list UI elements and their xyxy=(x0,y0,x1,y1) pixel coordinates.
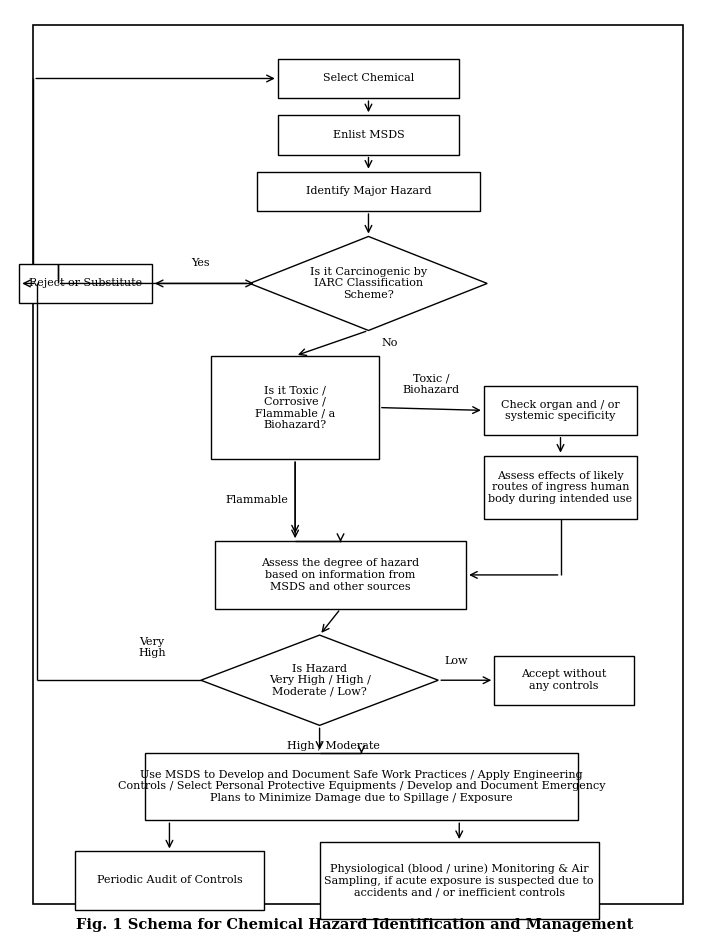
Text: Is it Toxic /
Corrosive /
Flammable / a
Biohazard?: Is it Toxic / Corrosive / Flammable / a … xyxy=(255,385,335,430)
Text: Assess the degree of hazard
based on information from
MSDS and other sources: Assess the degree of hazard based on inf… xyxy=(262,558,420,591)
Bar xyxy=(278,115,459,155)
Text: Select Chemical: Select Chemical xyxy=(323,74,414,84)
Text: Toxic /
Biohazard: Toxic / Biohazard xyxy=(403,373,460,395)
Bar xyxy=(215,541,467,609)
Polygon shape xyxy=(201,635,438,725)
Text: Very
High: Very High xyxy=(138,637,166,658)
Text: Reject or Substitute: Reject or Substitute xyxy=(29,278,143,289)
Bar xyxy=(484,455,637,520)
Text: Yes: Yes xyxy=(191,257,210,268)
Bar xyxy=(19,264,152,304)
Text: Assess effects of likely
routes of ingress human
body during intended use: Assess effects of likely routes of ingre… xyxy=(489,471,632,505)
Text: High / Moderate: High / Moderate xyxy=(287,741,380,751)
Bar xyxy=(320,842,599,919)
Text: Enlist MSDS: Enlist MSDS xyxy=(333,130,404,140)
Text: Is it Carcinogenic by
IARC Classification
Scheme?: Is it Carcinogenic by IARC Classificatio… xyxy=(310,267,427,300)
Text: Accept without
any controls: Accept without any controls xyxy=(521,670,607,691)
Polygon shape xyxy=(250,237,487,330)
Bar xyxy=(484,386,637,435)
Text: Low: Low xyxy=(444,656,467,667)
Text: Physiological (blood / urine) Monitoring & Air
Sampling, if acute exposure is su: Physiological (blood / urine) Monitoring… xyxy=(325,864,594,898)
Text: Check organ and / or
systemic specificity: Check organ and / or systemic specificit… xyxy=(501,400,620,422)
Bar xyxy=(278,58,459,98)
Text: Fig. 1 Schema for Chemical Hazard Identification and Management: Fig. 1 Schema for Chemical Hazard Identi… xyxy=(76,918,633,932)
Text: Use MSDS to Develop and Document Safe Work Practices / Apply Engineering
Control: Use MSDS to Develop and Document Safe Wo… xyxy=(118,769,605,803)
Bar xyxy=(494,655,634,704)
Text: Flammable: Flammable xyxy=(225,495,288,505)
Text: Periodic Audit of Controls: Periodic Audit of Controls xyxy=(96,875,242,885)
Bar xyxy=(145,753,578,820)
Bar xyxy=(257,172,480,211)
Text: No: No xyxy=(381,339,398,348)
Text: Is Hazard
Very High / High /
Moderate / Low?: Is Hazard Very High / High / Moderate / … xyxy=(269,664,371,697)
Text: Identify Major Hazard: Identify Major Hazard xyxy=(306,187,431,196)
Bar xyxy=(211,356,379,459)
Bar xyxy=(75,852,264,910)
